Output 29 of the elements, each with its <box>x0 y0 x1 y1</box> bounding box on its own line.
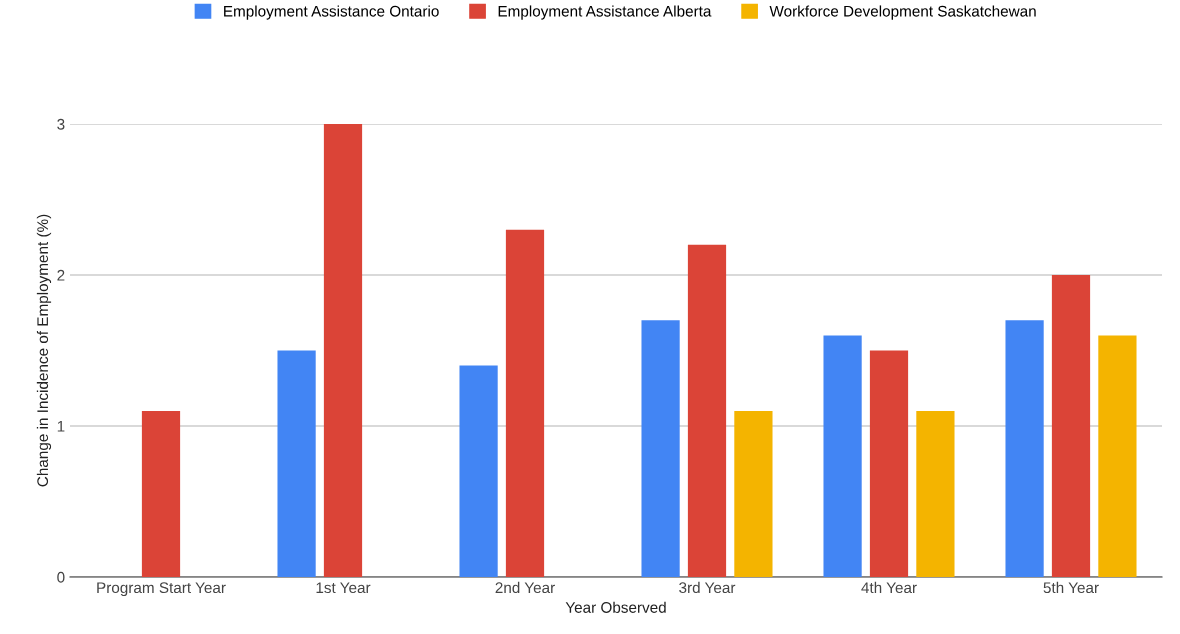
bar <box>823 335 862 577</box>
legend-label: Employment Assistance Alberta <box>498 5 712 20</box>
bar <box>505 229 545 577</box>
legend-label: Workforce Development Saskatchewan <box>769 5 1036 20</box>
x-axis-title: Year Observed <box>565 601 666 613</box>
y-tick-label: 2 <box>57 269 65 281</box>
bar <box>323 124 363 577</box>
bar <box>1051 275 1091 577</box>
bar <box>734 410 773 577</box>
bar <box>277 350 316 577</box>
bar <box>141 410 181 577</box>
bar <box>641 320 680 577</box>
bar <box>459 365 498 577</box>
x-tick-label: 2nd Year <box>495 581 555 594</box>
x-tick-label: 3rd Year <box>679 581 736 594</box>
y-tick-label: 1 <box>57 421 65 432</box>
bar <box>916 410 955 577</box>
x-tick-label: 1st Year <box>316 582 371 594</box>
y-tick-label: 0 <box>57 571 65 583</box>
bar <box>1005 320 1044 577</box>
y-tick-label: 3 <box>57 118 65 130</box>
y-axis-title: Change in Incidence of Employment (%) <box>36 214 52 487</box>
bar <box>1098 335 1137 577</box>
x-tick-label: 4th Year <box>861 581 917 594</box>
bar <box>869 350 909 577</box>
bar <box>687 244 727 577</box>
x-tick-label: Program Start Year <box>97 582 226 597</box>
legend-label: Employment Assistance Ontario <box>224 5 439 20</box>
x-tick-label: 5th Year <box>1043 581 1099 594</box>
